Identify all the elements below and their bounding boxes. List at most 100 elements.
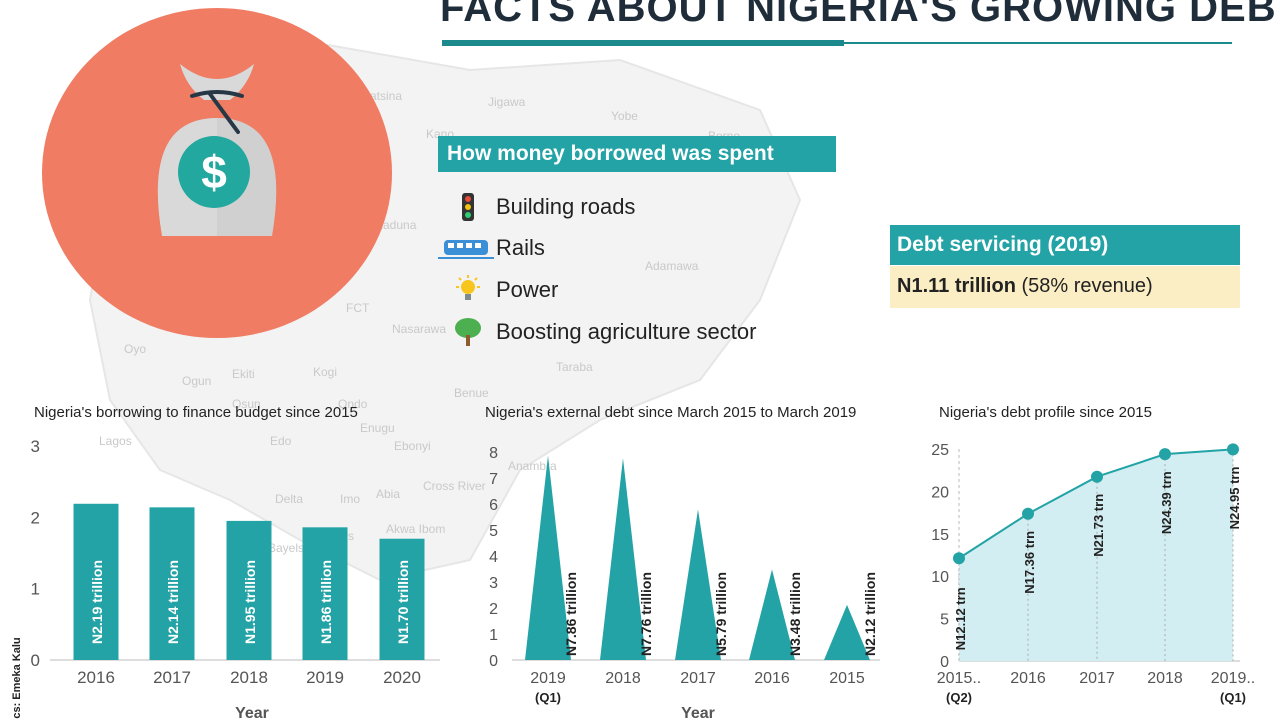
bar — [379, 538, 425, 660]
map-label: Kaduna — [375, 218, 417, 232]
x-tick-sublabel: (Q1) — [1220, 690, 1246, 705]
debt-servicing-note: (58% revenue) — [1021, 275, 1153, 297]
bar — [149, 507, 195, 660]
x-tick-label: 2017 — [680, 670, 716, 687]
spending-heading: How money borrowed was spent — [438, 136, 836, 172]
chart-title-external-debt: Nigeria's external debt since March 2015… — [485, 404, 857, 421]
y-tick-label: 7 — [489, 471, 498, 488]
spending-item-label: Power — [496, 277, 559, 302]
bar-data-label: N7.76 trillion — [638, 572, 654, 656]
x-tick-label: 2015 — [829, 670, 865, 687]
map-label: Kogi — [313, 365, 337, 379]
x-tick-label: 2019 — [530, 670, 566, 687]
dollar-coin-icon — [178, 136, 250, 208]
y-tick-label: 5 — [489, 523, 498, 540]
y-tick-label: 8 — [489, 445, 498, 462]
x-tick-label: 2018 — [230, 668, 268, 687]
area-fill — [959, 449, 1233, 661]
triangle-bar — [824, 604, 870, 660]
bar — [302, 527, 348, 660]
x-tick-label: 2017 — [153, 668, 191, 687]
bar-data-label: N1.95 trillion — [242, 560, 258, 644]
y-tick-label: 10 — [931, 569, 949, 586]
point-data-label: N12.12 trn — [953, 587, 968, 650]
point-data-label: N24.95 trn — [1227, 467, 1242, 530]
y-tick-label: 2 — [489, 601, 498, 618]
y-tick-label: 6 — [489, 497, 498, 514]
y-tick-label: 1 — [489, 627, 498, 644]
debt-servicing-heading: Debt servicing (2019) — [890, 225, 1240, 265]
x-tick-label: 2018 — [1147, 670, 1183, 687]
map-label: Ogun — [182, 374, 211, 388]
spending-item-label: Rails — [496, 235, 545, 260]
debt-servicing-amount: N1.11 trillion — [897, 275, 1016, 297]
bar-data-label: N2.14 trillion — [165, 560, 181, 644]
map-label: Taraba — [556, 360, 593, 374]
bar-data-label: N3.48 trillion — [787, 572, 803, 656]
map-label: Edo — [270, 434, 292, 448]
y-tick-label: 3 — [489, 575, 498, 592]
triangle-bar — [675, 509, 721, 660]
y-tick-label: 25 — [931, 442, 949, 459]
y-tick-label: 2 — [31, 508, 40, 527]
map-label: Benue — [454, 386, 489, 400]
x-tick-label: 2017 — [1079, 670, 1115, 687]
map-label: Bayelsa — [268, 541, 311, 555]
bar-data-label: N2.19 trillion — [89, 560, 105, 644]
map-label: Lagos — [99, 434, 132, 448]
y-tick-label: 1 — [31, 580, 40, 599]
point-data-label: N24.39 trn — [1159, 471, 1174, 534]
x-tick-label: 2019.. — [1211, 670, 1255, 687]
x-tick-label: 2016 — [754, 670, 790, 687]
x-tick-label: 2020 — [383, 668, 421, 687]
x-axis-title: Year — [681, 705, 715, 722]
point-data-label: N17.36 trn — [1022, 531, 1037, 594]
traffic-light-icon — [452, 192, 488, 222]
data-point — [1159, 448, 1171, 461]
map-label: Ebonyi — [394, 439, 431, 453]
bar-data-label: N5.79 trillion — [713, 572, 729, 656]
spending-item-power: Power — [452, 273, 558, 307]
x-tick-label: 2019 — [306, 668, 344, 687]
y-tick-label: 0 — [489, 653, 498, 670]
x-tick-label: 2016 — [77, 668, 115, 687]
debt-servicing-value: N1.11 trillion (58% revenue) — [890, 266, 1240, 308]
x-tick-label: 2016 — [1010, 670, 1046, 687]
data-point — [1227, 443, 1239, 456]
map-label: Jigawa — [488, 95, 526, 109]
map-label: Ondo — [338, 397, 368, 411]
y-tick-label: 20 — [931, 484, 949, 501]
spending-item-roads: Building roads — [452, 190, 635, 224]
svg-text:$: $ — [201, 146, 227, 198]
map-label: Imo — [340, 492, 360, 506]
triangle-bar — [749, 569, 795, 660]
map-label: Abia — [376, 487, 400, 501]
y-tick-label: 4 — [489, 549, 498, 566]
point-data-label: N21.73 trn — [1091, 494, 1106, 557]
bar-data-label: N1.70 trillion — [395, 560, 411, 644]
y-tick-label: 5 — [940, 612, 949, 629]
map-label: Anambra — [508, 459, 557, 473]
x-tick-label: 2018 — [605, 670, 641, 687]
map-label: Delta — [275, 492, 303, 506]
data-point — [953, 552, 965, 565]
chart-debt-profile: 0 5 10 15 20 25 N12.12 trn 2015.. (Q2) N17.36 trn… — [931, 442, 1255, 705]
x-tick-sublabel: (Q1) — [535, 690, 561, 705]
map-label: Ekiti — [232, 367, 255, 381]
title-underline — [442, 40, 1232, 46]
bar-data-label: N1.86 trillion — [318, 560, 334, 644]
tree-icon — [452, 317, 488, 347]
x-tick-sublabel: (Q2) — [946, 690, 972, 705]
spending-item-label: Building roads — [496, 194, 636, 219]
spending-item-agriculture: Boosting agriculture sector — [452, 315, 756, 349]
x-axis-title: Year — [235, 705, 269, 722]
data-point — [1022, 507, 1034, 520]
bar — [226, 520, 272, 660]
map-label: Enugu — [360, 421, 395, 435]
y-tick-label: 0 — [31, 651, 40, 670]
y-tick-label: 3 — [31, 437, 40, 456]
y-tick-label: 0 — [940, 654, 949, 671]
light-bulb-icon — [452, 275, 488, 305]
bar — [73, 503, 119, 660]
